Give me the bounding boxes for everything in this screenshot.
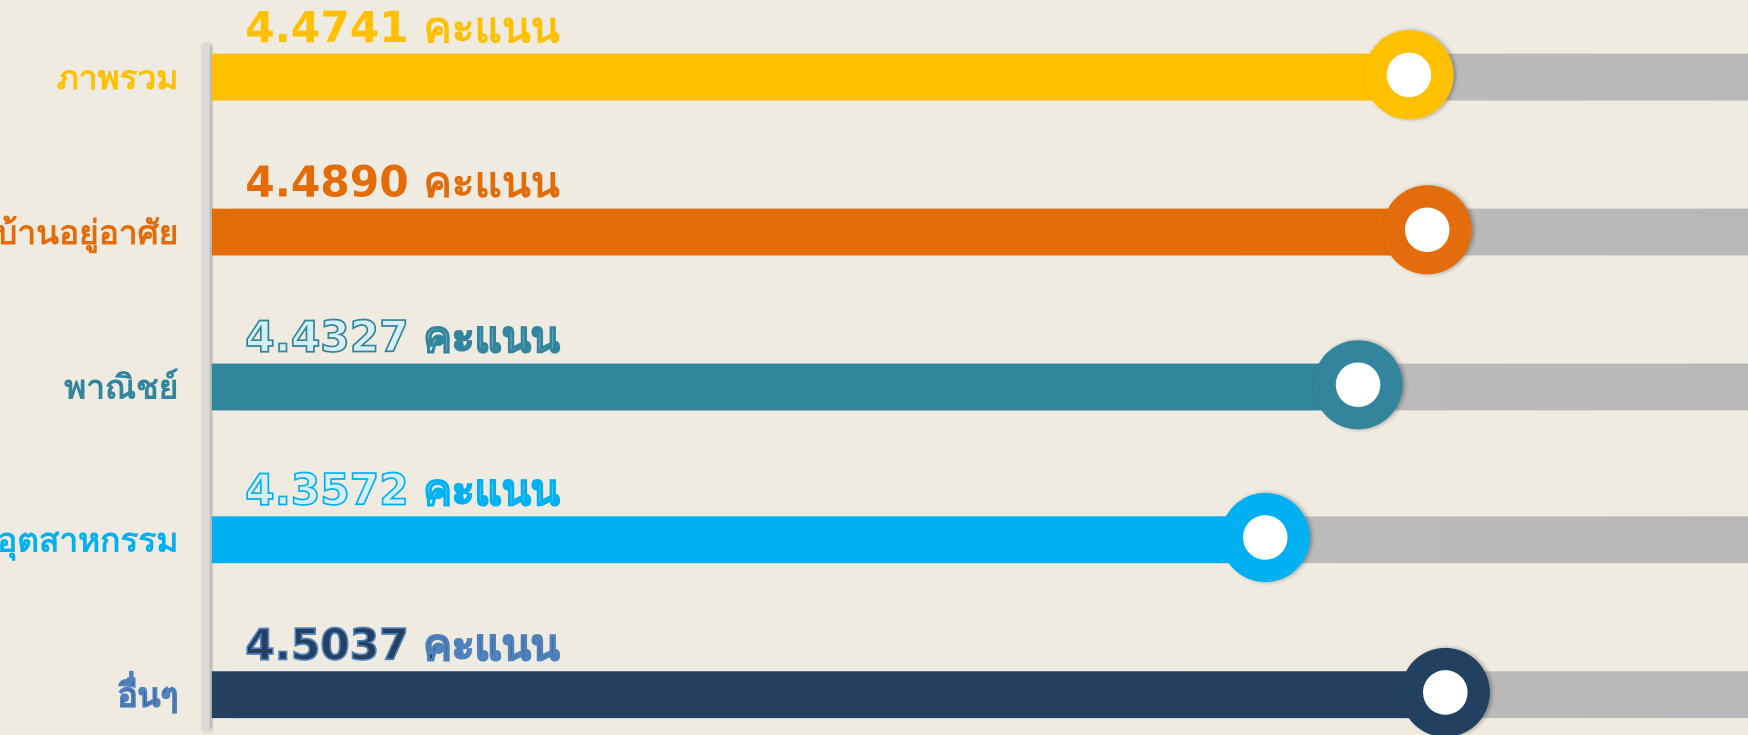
category-label: บ้านอยู่อาศัย — [0, 213, 178, 254]
knob-center — [1386, 52, 1432, 98]
bar — [211, 363, 1359, 411]
bar — [211, 53, 1409, 101]
bar — [211, 671, 1446, 719]
bar — [211, 208, 1428, 256]
category-label: พาณิชย์ — [64, 368, 178, 407]
value-label: 4.4327 คะแนน — [245, 313, 560, 362]
knob-center — [1404, 207, 1450, 253]
value-label: 4.3572 คะแนน — [245, 465, 560, 514]
category-label: อื่นๆ — [117, 670, 178, 714]
value-label: 4.4890 คะแนน — [245, 158, 560, 207]
knob-center — [1335, 362, 1381, 408]
value-label: 4.5037 คะแนน — [245, 620, 560, 669]
category-label: ภาพรวม — [57, 58, 179, 97]
category-label: อุตสาหกรรม — [0, 520, 178, 561]
value-label: 4.4741 คะแนน — [245, 3, 560, 52]
axis-line — [201, 44, 210, 731]
knob-center — [1242, 515, 1288, 560]
bar — [211, 516, 1266, 564]
knob-center — [1423, 670, 1468, 715]
